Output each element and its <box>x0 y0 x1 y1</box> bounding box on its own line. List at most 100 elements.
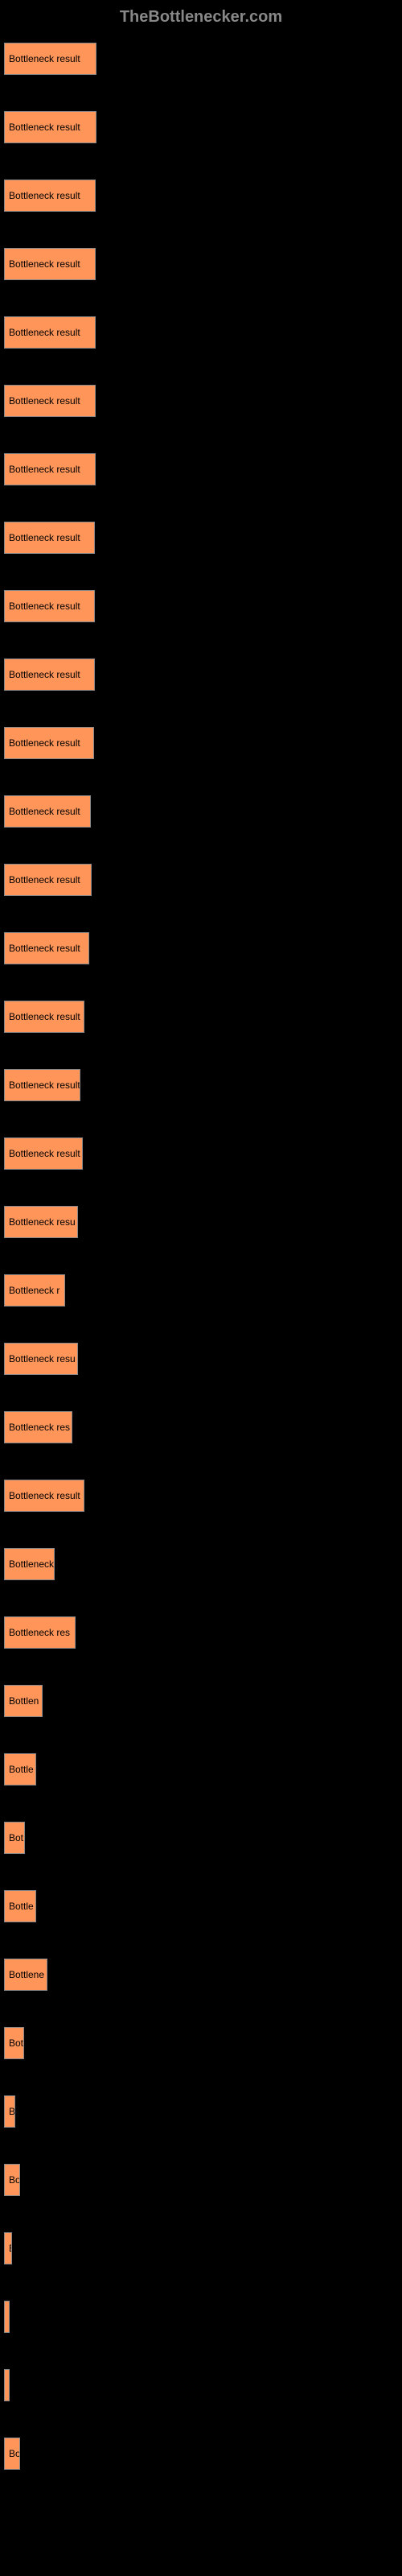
bar-label[interactable]: Bottleneck result <box>9 806 80 817</box>
bar-label[interactable]: Bottleneck result <box>9 395 80 407</box>
bar-label[interactable]: Bottleneck result <box>9 669 80 680</box>
bar-label[interactable]: Bo <box>9 2174 20 2186</box>
bar-row: Bottleneck result <box>4 316 398 377</box>
chart-bar[interactable]: Bottleneck r <box>4 1274 65 1307</box>
bar-row: Bottlen <box>4 1685 398 1745</box>
chart-bar[interactable]: Bottleneck result <box>4 248 96 280</box>
bar-label[interactable]: Bottleneck result <box>9 1148 80 1159</box>
bar-label[interactable]: Bottlen <box>9 1695 39 1707</box>
bar-label[interactable]: Bottleneck res <box>9 1422 70 1433</box>
site-header: TheBottlenecker.com <box>0 8 402 27</box>
bar-row: Bottleneck result <box>4 727 398 787</box>
bar-label[interactable]: B <box>9 2243 12 2254</box>
bar-label[interactable]: Bottleneck result <box>9 737 80 749</box>
chart-bar[interactable]: Bottlen <box>4 1685 43 1717</box>
bar-row: Bottleneck result <box>4 864 398 924</box>
bar-row: Bottleneck result <box>4 522 398 582</box>
bar-row: Bottleneck resu <box>4 1206 398 1266</box>
bar-label[interactable]: Bottleneck resu <box>9 1353 76 1364</box>
bar-label[interactable]: Bottleneck result <box>9 327 80 338</box>
bar-row: Bottleneck res <box>4 1411 398 1472</box>
chart-bar[interactable]: Bottleneck result <box>4 590 95 622</box>
chart-bar[interactable]: Bottlene <box>4 1959 47 1991</box>
bar-label[interactable]: Bottleneck resu <box>9 1216 76 1228</box>
bar-label[interactable]: B <box>9 2106 15 2117</box>
chart-bar[interactable]: Bottle <box>4 1890 36 1922</box>
bar-row: Bottleneck result <box>4 385 398 445</box>
bar-row: Bottleneck result <box>4 1480 398 1540</box>
bar-label[interactable]: Bottleneck result <box>9 190 80 201</box>
chart-bar[interactable]: Bottleneck result <box>4 180 96 212</box>
chart-bar[interactable]: Bottleneck result <box>4 316 96 349</box>
chart-bar[interactable]: B <box>4 2232 12 2264</box>
bar-row: Bottlene <box>4 1959 398 2019</box>
bar-row: Bottle <box>4 1890 398 1951</box>
bar-row: B <box>4 2095 398 2156</box>
chart-bar[interactable]: Bottleneck res <box>4 1616 76 1649</box>
bar-label[interactable]: Bot <box>9 2037 23 2049</box>
chart-bar[interactable] <box>4 2301 10 2333</box>
chart-bar[interactable]: Bottleneck result <box>4 1480 84 1512</box>
bar-label[interactable]: Bottleneck result <box>9 943 80 954</box>
chart-bar[interactable]: Bot <box>4 1822 25 1854</box>
chart-bar[interactable]: Bottleneck result <box>4 864 92 896</box>
bar-row: Bottleneck result <box>4 111 398 171</box>
chart-bar[interactable]: Bottleneck resu <box>4 1343 78 1375</box>
bar-label[interactable]: Bottleneck result <box>9 874 80 886</box>
chart-bar[interactable]: Bottleneck result <box>4 932 89 964</box>
chart-bar[interactable]: Bot <box>4 2027 24 2059</box>
bar-row: Bottleneck result <box>4 43 398 103</box>
bar-row: Bottleneck result <box>4 1069 398 1129</box>
bar-row: Bottleneck result <box>4 1001 398 1061</box>
chart-bar[interactable]: Bottleneck result <box>4 522 95 554</box>
chart-bar[interactable]: Bottleneck result <box>4 795 91 828</box>
bar-label[interactable]: Bottleneck result <box>9 258 80 270</box>
chart-bar[interactable]: Bottleneck result <box>4 111 96 143</box>
chart-bar[interactable]: B <box>4 2095 15 2128</box>
bar-row: Bottleneck result <box>4 1137 398 1198</box>
bar-row: Bot <box>4 1822 398 1882</box>
chart-bar[interactable]: Bottleneck resu <box>4 1206 78 1238</box>
bar-label[interactable]: Bot <box>9 1832 23 1843</box>
bar-label[interactable]: Bottleneck result <box>9 53 80 64</box>
bar-label[interactable]: Bottle <box>9 1901 34 1912</box>
bar-row: Bottle <box>4 1753 398 1814</box>
bar-label[interactable]: Bottleneck result <box>9 532 80 543</box>
chart-bar[interactable]: Bottleneck <box>4 1548 55 1580</box>
bar-row: Bottleneck res <box>4 1616 398 1677</box>
chart-bar[interactable] <box>4 2369 10 2401</box>
bar-row: Bo <box>4 2164 398 2224</box>
chart-bar[interactable]: Bottleneck res <box>4 1411 72 1443</box>
chart-bar[interactable]: Bottle <box>4 1753 36 1785</box>
bar-label[interactable]: Bottleneck result <box>9 464 80 475</box>
bar-label[interactable]: Bottleneck r <box>9 1285 59 1296</box>
chart-bar[interactable]: Bottleneck result <box>4 453 96 485</box>
bar-row <box>4 2369 398 2429</box>
chart-bar[interactable]: Bottleneck result <box>4 1137 83 1170</box>
chart-bar[interactable]: Bottleneck result <box>4 658 95 691</box>
bar-row: Bottleneck r <box>4 1274 398 1335</box>
bar-row: Bottleneck resu <box>4 1343 398 1403</box>
chart-bar[interactable]: Bo <box>4 2164 20 2196</box>
bar-label[interactable]: Bottleneck result <box>9 601 80 612</box>
bar-row: Bottleneck result <box>4 453 398 514</box>
bar-label[interactable]: Bottleneck result <box>9 1490 80 1501</box>
chart-bar[interactable]: Bottleneck result <box>4 727 94 759</box>
bar-row: Bottleneck result <box>4 932 398 993</box>
bar-row: Bottleneck result <box>4 795 398 856</box>
chart-bar[interactable]: Bottleneck result <box>4 1069 80 1101</box>
bar-label[interactable]: Bottleneck result <box>9 1011 80 1022</box>
chart-bar[interactable]: Bottleneck result <box>4 43 96 75</box>
bar-label[interactable]: Bottle <box>9 1764 34 1775</box>
bar-row: B <box>4 2232 398 2293</box>
bar-label[interactable]: Bottleneck result <box>9 122 80 133</box>
bar-row <box>4 2301 398 2361</box>
bar-label[interactable]: Bottlene <box>9 1969 44 1980</box>
chart-bar[interactable]: Bottleneck result <box>4 385 96 417</box>
chart-bar[interactable]: Bo <box>4 2438 20 2470</box>
bar-label[interactable]: Bottleneck <box>9 1558 54 1570</box>
bar-label[interactable]: Bottleneck result <box>9 1080 80 1091</box>
bar-label[interactable]: Bo <box>9 2448 20 2459</box>
chart-bar[interactable]: Bottleneck result <box>4 1001 84 1033</box>
bar-label[interactable]: Bottleneck res <box>9 1627 70 1638</box>
